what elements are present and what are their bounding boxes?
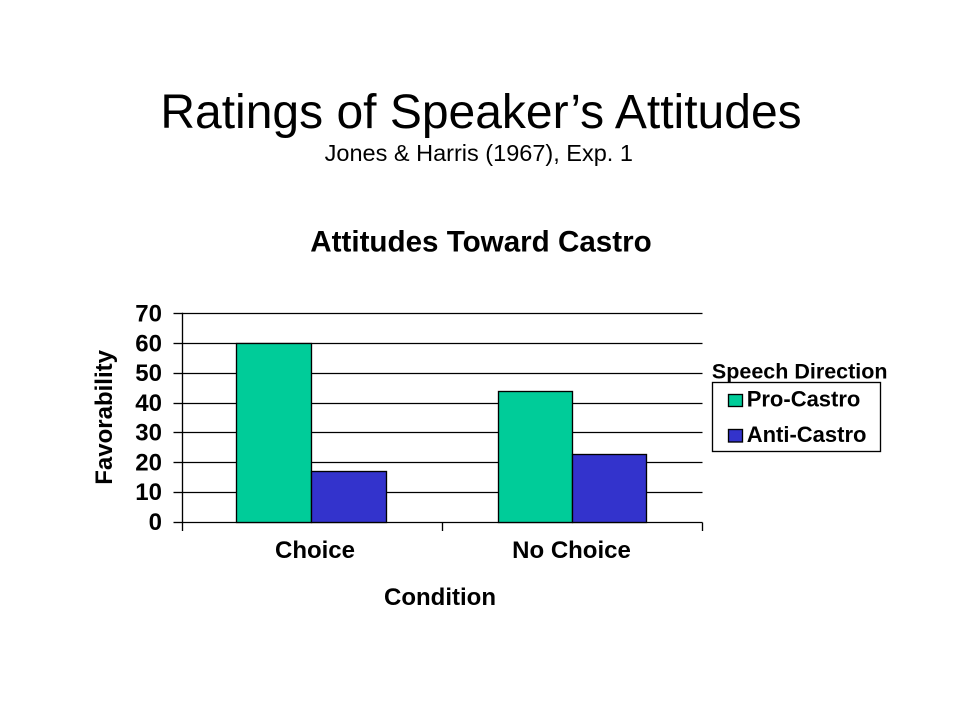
svg-text:Anti-Castro: Anti-Castro [747, 422, 867, 447]
svg-text:60: 60 [135, 330, 162, 357]
svg-text:Jones & Harris (1967), Exp. 1: Jones & Harris (1967), Exp. 1 [325, 140, 633, 166]
svg-text:40: 40 [135, 390, 162, 417]
svg-text:Favorability: Favorability [91, 349, 118, 484]
svg-text:Choice: Choice [275, 537, 355, 564]
svg-text:20: 20 [135, 449, 162, 476]
svg-text:Attitudes Toward Castro: Attitudes Toward Castro [310, 226, 651, 259]
svg-text:30: 30 [135, 420, 162, 447]
svg-text:Speech Direction: Speech Direction [712, 359, 888, 383]
svg-text:70: 70 [135, 301, 162, 328]
svg-text:Condition: Condition [384, 584, 496, 611]
svg-text:50: 50 [135, 360, 162, 387]
svg-text:10: 10 [135, 479, 162, 506]
svg-text:No Choice: No Choice [512, 537, 631, 564]
svg-text:0: 0 [149, 509, 162, 536]
svg-text:Ratings of Speaker’s Attitudes: Ratings of Speaker’s Attitudes [160, 86, 801, 139]
svg-text:Pro-Castro: Pro-Castro [747, 387, 861, 412]
